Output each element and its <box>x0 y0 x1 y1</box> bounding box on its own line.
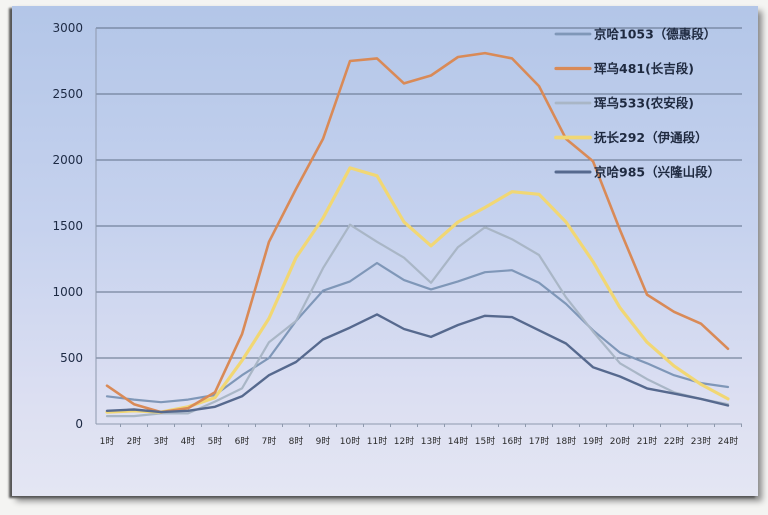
x-tick-label: 7时 <box>262 435 277 447</box>
x-tick-label: 10时 <box>340 435 360 447</box>
gridlines <box>96 27 742 359</box>
x-tick-label: 6时 <box>235 435 250 447</box>
x-tick-label: 23时 <box>691 435 711 447</box>
x-tick-label: 22时 <box>664 435 684 447</box>
x-tick-label: 4时 <box>181 435 196 447</box>
x-tick-label: 5时 <box>208 435 223 447</box>
legend-label: 抚长292（伊通段） <box>594 130 708 145</box>
x-tick-label: 2时 <box>127 435 142 447</box>
legend-item: 珲乌481(长吉段) <box>554 61 694 76</box>
legend-item: 京哈1053（德惠段） <box>554 27 716 42</box>
x-tick-label: 13时 <box>421 435 441 447</box>
y-tick-label: 2000 <box>52 153 83 167</box>
x-tick-label: 19时 <box>583 435 603 447</box>
legend: 京哈1053（德惠段） 珲乌481(长吉段) 珲乌533(农安段) 抚长292（伊通段… <box>554 27 720 180</box>
y-axis-ticks: 0 500 1000 1500 2000 2500 3000 <box>52 21 83 431</box>
y-tick-label: 3000 <box>52 21 83 35</box>
series-line <box>105 166 730 414</box>
x-tick-label: 1时 <box>100 435 115 447</box>
x-tick-label: 24时 <box>718 435 738 447</box>
x-axis-ticks: 1时 2时 3时 4时 5时 6时 7时 8时 9时 10时 11时 12时 13时 14时 15时 16时 1… <box>100 424 742 447</box>
x-tick-label: 14时 <box>448 435 468 447</box>
legend-item: 抚长292（伊通段） <box>554 130 708 145</box>
x-tick-label: 11时 <box>367 435 387 447</box>
legend-item: 珲乌533(农安段) <box>554 96 694 111</box>
x-tick-label: 18时 <box>556 435 576 447</box>
legend-label: 京哈985（兴隆山段） <box>594 165 720 180</box>
legend-label: 珲乌533(农安段) <box>594 96 694 111</box>
legend-label: 京哈1053（德惠段） <box>594 27 716 42</box>
chart-frame <box>12 6 758 496</box>
x-tick-label: 8时 <box>289 435 304 447</box>
x-tick-label: 9时 <box>316 435 331 447</box>
series-line <box>105 223 730 418</box>
y-tick-label: 1000 <box>52 285 83 299</box>
x-tick-label: 12时 <box>394 435 414 447</box>
series-line <box>105 51 730 414</box>
x-tick-label: 21时 <box>637 435 657 447</box>
x-tick-label: 20时 <box>610 435 630 447</box>
legend-label: 珲乌481(长吉段) <box>594 61 694 76</box>
axes <box>95 28 742 425</box>
y-tick-label: 2500 <box>52 87 83 101</box>
y-tick-label: 0 <box>75 417 83 431</box>
y-tick-label: 500 <box>60 351 83 365</box>
y-tick-label: 1500 <box>52 219 83 233</box>
legend-item: 京哈985（兴隆山段） <box>554 165 720 180</box>
series-line <box>105 313 730 414</box>
x-tick-label: 3时 <box>154 435 169 447</box>
x-tick-label: 16时 <box>502 435 522 447</box>
series-lines <box>105 51 730 418</box>
x-tick-label: 17时 <box>529 435 549 447</box>
x-tick-label: 15时 <box>475 435 495 447</box>
